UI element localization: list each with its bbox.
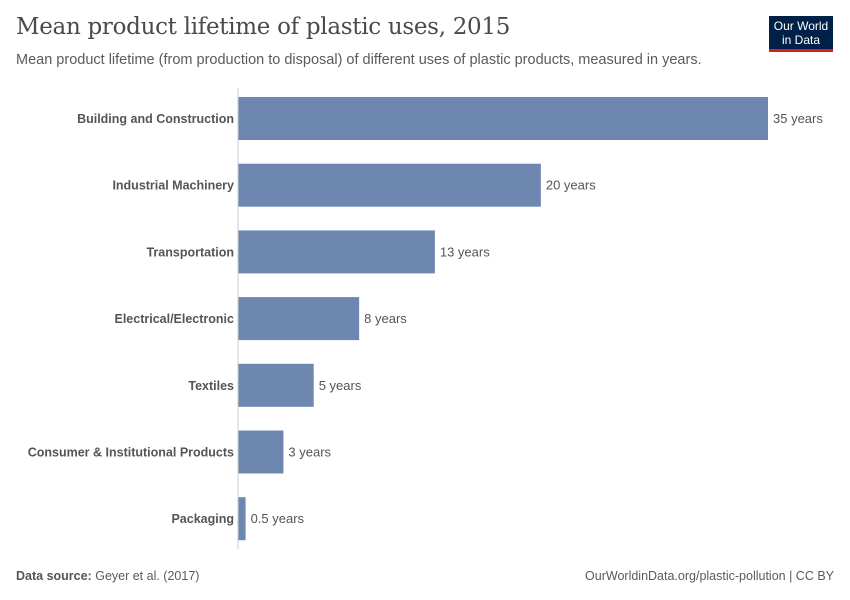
value-label: 0.5 years	[251, 511, 305, 526]
bar[interactable]	[238, 230, 435, 274]
category-label: Industrial Machinery	[112, 179, 234, 193]
bar[interactable]	[238, 363, 314, 407]
bar[interactable]	[238, 163, 541, 207]
bar[interactable]	[238, 497, 246, 541]
license-link[interactable]: OurWorldinData.org/plastic-pollution | C…	[585, 569, 834, 583]
bar[interactable]	[238, 297, 360, 341]
bar[interactable]	[238, 430, 284, 474]
value-label: 35 years	[773, 111, 823, 126]
chart-title: Mean product lifetime of plastic uses, 2…	[16, 14, 511, 40]
data-source: Data source: Geyer et al. (2017)	[16, 569, 199, 583]
category-label: Textiles	[188, 379, 234, 393]
chart-subtitle: Mean product lifetime (from production t…	[16, 52, 702, 68]
value-label: 8 years	[364, 311, 407, 326]
value-label: 13 years	[440, 244, 490, 259]
logo-line2: in Data	[781, 33, 821, 47]
category-label: Consumer & Institutional Products	[28, 446, 234, 460]
value-label: 20 years	[546, 178, 596, 193]
source-text: Geyer et al. (2017)	[95, 569, 200, 583]
value-label: 3 years	[288, 445, 331, 460]
category-label: Transportation	[146, 245, 234, 259]
bar[interactable]	[238, 97, 768, 140]
source-label: Data source:	[16, 569, 92, 583]
logo-line1: Our World	[773, 19, 829, 33]
category-label: Building and Construction	[77, 112, 234, 126]
value-label: 5 years	[319, 378, 362, 393]
owid-logo[interactable]: Our World in Data	[769, 16, 833, 52]
category-label: Packaging	[171, 512, 234, 526]
category-label: Electrical/Electronic	[114, 312, 234, 326]
